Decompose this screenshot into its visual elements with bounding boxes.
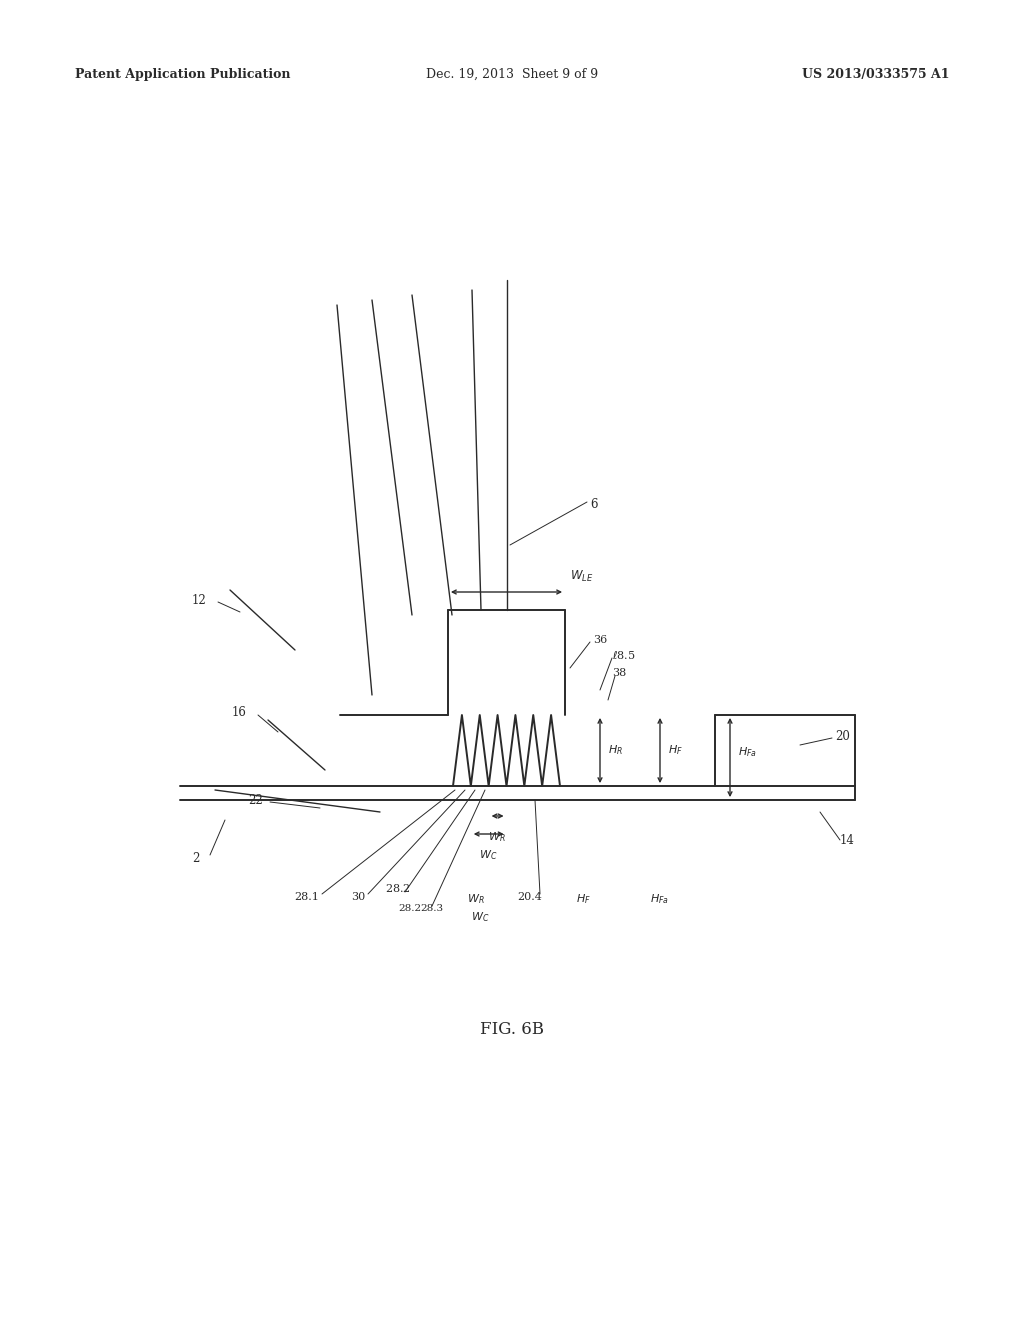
- Text: $W_R$: $W_R$: [488, 830, 506, 843]
- Text: Dec. 19, 2013  Sheet 9 of 9: Dec. 19, 2013 Sheet 9 of 9: [426, 69, 598, 81]
- Text: 12: 12: [193, 594, 207, 606]
- Text: 30: 30: [351, 892, 366, 902]
- Text: 28.3: 28.3: [420, 904, 443, 913]
- Text: $W_C$: $W_C$: [479, 847, 498, 862]
- Text: 28.2: 28.2: [398, 904, 421, 913]
- Text: $W_R$: $W_R$: [467, 892, 484, 906]
- Text: $H_R$: $H_R$: [608, 743, 623, 756]
- Text: $\mathdefault{28.2}$: $\mathdefault{28.2}$: [385, 882, 411, 894]
- Text: 2: 2: [193, 851, 200, 865]
- Text: 38: 38: [612, 668, 627, 678]
- Text: Patent Application Publication: Patent Application Publication: [75, 69, 291, 81]
- Text: 20.4: 20.4: [517, 892, 543, 902]
- Text: 14: 14: [840, 833, 855, 846]
- Text: US 2013/0333575 A1: US 2013/0333575 A1: [803, 69, 950, 81]
- Text: 6: 6: [590, 498, 597, 511]
- Text: $H_{Fa}$: $H_{Fa}$: [650, 892, 670, 906]
- Text: $W_C$: $W_C$: [471, 909, 489, 924]
- Text: 22: 22: [248, 793, 263, 807]
- Text: $H_{Fa}$: $H_{Fa}$: [738, 744, 757, 759]
- Text: FIG. 6B: FIG. 6B: [480, 1022, 544, 1039]
- Text: 36: 36: [593, 635, 607, 645]
- Text: $H_F$: $H_F$: [668, 743, 683, 756]
- Text: $\ell$8.5: $\ell$8.5: [612, 649, 636, 661]
- Text: 16: 16: [232, 705, 247, 718]
- Text: $W_{LE}$: $W_{LE}$: [570, 569, 593, 583]
- Text: 20: 20: [835, 730, 850, 742]
- Text: $H_F$: $H_F$: [575, 892, 591, 906]
- Text: 28.1: 28.1: [295, 892, 319, 902]
